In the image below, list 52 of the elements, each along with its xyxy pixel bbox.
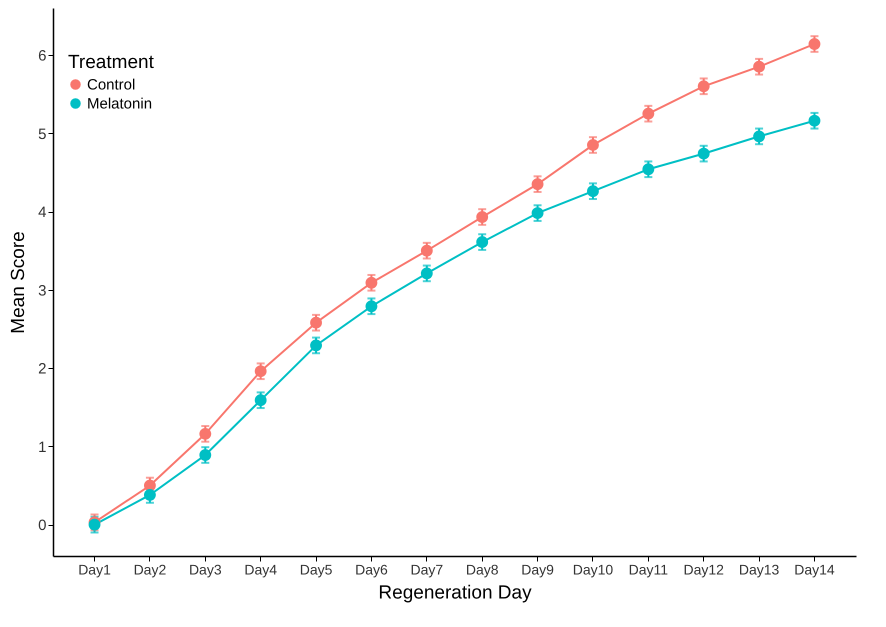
point [587,139,599,151]
point [199,428,212,440]
x-tick-label: Day8 [466,562,499,578]
point [254,365,267,378]
point [532,207,544,220]
x-tick-label: Day7 [410,562,444,578]
x-axis-title: Regeneration Day [378,582,532,604]
point [476,211,488,223]
x-tick-label: Day5 [300,562,333,578]
point [642,163,654,176]
x-tick-label: Day9 [521,562,554,578]
y-axis-title: Mean Score [8,231,30,334]
point [532,178,544,190]
x-tick-label: Day14 [794,562,835,578]
point [310,340,322,352]
point [366,300,378,312]
x-tick-label: Day3 [188,562,222,578]
x-tick-label: Day10 [572,562,614,578]
point [144,489,156,501]
y-tick-label: 3 [38,282,46,300]
x-tick-label: Day1 [78,562,112,578]
point [808,114,820,127]
point [310,316,322,329]
y-tick-label: 2 [38,360,46,378]
point [366,276,378,289]
y-tick-label: 0 [38,517,46,534]
legend-label: Control [87,76,136,94]
x-tick-label: Day4 [244,562,278,578]
legend-title: Treatment [68,52,155,73]
y-tick-label: 5 [38,126,46,143]
x-tick-label: Day12 [683,562,724,578]
y-tick-label: 6 [38,47,46,64]
point [698,148,710,160]
point [808,38,820,50]
x-tick-label: Day6 [355,562,388,578]
x-tick-label: Day2 [134,562,166,578]
point [698,80,710,92]
x-tick-label: Day13 [738,562,780,578]
point [420,267,433,280]
point [199,449,212,461]
point [420,244,433,257]
point [753,60,765,73]
point [476,236,488,248]
y-tick-label: 1 [38,438,46,456]
legend-label: Melatonin [87,96,152,112]
point [587,185,599,198]
point [642,108,654,120]
point [753,130,765,142]
point [88,518,100,531]
point [254,394,267,406]
x-tick-label: Day11 [628,562,668,578]
y-tick-label: 4 [38,204,46,222]
